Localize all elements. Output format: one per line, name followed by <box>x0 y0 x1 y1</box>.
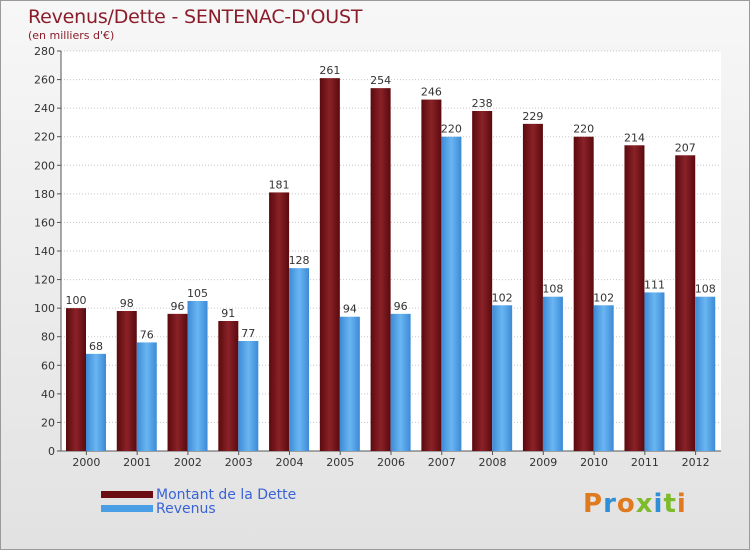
x-tick-label: 2012 <box>682 456 710 469</box>
data-label-debt: 220 <box>573 123 594 136</box>
x-tick-label: 2009 <box>529 456 557 469</box>
bar-revenue <box>441 136 462 451</box>
logo-letter: i <box>653 489 664 519</box>
y-tick-label: 260 <box>34 74 55 87</box>
bar-revenue <box>492 305 513 451</box>
y-tick-label: 60 <box>41 359 55 372</box>
bar-revenue <box>238 341 259 451</box>
x-tick-label: 2008 <box>479 456 507 469</box>
bar-debt <box>116 311 137 451</box>
bar-revenue <box>187 301 208 451</box>
bar-revenue <box>695 296 716 451</box>
bar-debt <box>472 111 493 451</box>
data-label-revenue: 105 <box>187 287 208 300</box>
data-label-revenue: 108 <box>542 283 563 296</box>
bar-debt <box>624 145 645 452</box>
data-label-revenue: 94 <box>343 303 357 316</box>
data-label-revenue: 108 <box>695 283 716 296</box>
data-label-revenue: 96 <box>394 300 408 313</box>
bar-revenue <box>644 292 665 451</box>
legend-label-debt: Montant de la Dette <box>156 487 297 503</box>
data-label-debt: 98 <box>120 297 134 310</box>
data-label-revenue: 76 <box>140 328 154 341</box>
x-tick-label: 2006 <box>377 456 405 469</box>
data-label-revenue: 128 <box>289 254 310 267</box>
bar-debt <box>370 88 391 452</box>
bar-revenue <box>86 353 106 451</box>
logo-letter: x <box>635 489 654 519</box>
y-tick-label: 180 <box>34 188 55 201</box>
bar-debt <box>522 123 543 451</box>
bar-revenue <box>542 296 563 451</box>
y-tick-label: 0 <box>48 445 55 458</box>
bar-debt <box>66 308 86 451</box>
legend-swatch-debt <box>101 491 153 498</box>
data-label-debt: 246 <box>421 86 442 99</box>
data-label-debt: 96 <box>171 300 185 313</box>
bar-debt <box>269 192 290 451</box>
bar-revenue <box>339 316 360 451</box>
chart-title: Revenus/Dette - SENTENAC-D'OUST <box>28 6 363 28</box>
y-tick-label: 280 <box>34 45 55 58</box>
x-tick-label: 2001 <box>123 456 151 469</box>
data-label-debt: 229 <box>522 110 543 123</box>
bar-debt <box>675 155 696 452</box>
bar-debt <box>319 78 340 452</box>
logo-letter: o <box>616 489 636 519</box>
x-tick-label: 2011 <box>631 456 659 469</box>
y-tick-label: 80 <box>41 331 55 344</box>
data-label-debt: 91 <box>221 307 235 320</box>
y-tick-label: 240 <box>34 102 55 115</box>
data-label-revenue: 102 <box>492 291 513 304</box>
logo-letter: t <box>663 489 677 519</box>
bar-debt <box>167 313 188 451</box>
x-tick-label: 2003 <box>225 456 253 469</box>
y-tick-label: 200 <box>34 159 55 172</box>
data-label-debt: 261 <box>319 64 340 77</box>
bar-revenue <box>136 342 157 451</box>
chart-subtitle: (en milliers d'€) <box>28 29 115 42</box>
y-tick-label: 100 <box>34 302 55 315</box>
y-tick-label: 40 <box>41 388 55 401</box>
y-tick-label: 140 <box>34 245 55 258</box>
proxiti-logo: Proxiti <box>583 489 687 519</box>
x-tick-label: 2004 <box>275 456 303 469</box>
bar-debt <box>218 321 239 451</box>
y-tick-label: 220 <box>34 131 55 144</box>
data-label-debt: 100 <box>66 294 87 307</box>
bar-revenue <box>390 313 411 451</box>
data-label-revenue: 111 <box>644 278 665 291</box>
x-tick-label: 2000 <box>72 456 100 469</box>
legend-swatch-revenue <box>101 505 153 512</box>
data-label-debt: 207 <box>675 141 696 154</box>
bar-revenue <box>593 305 614 451</box>
logo-letter: i <box>676 489 687 519</box>
x-tick-label: 2010 <box>580 456 608 469</box>
logo-letter: r <box>603 489 617 519</box>
data-label-revenue: 68 <box>89 340 103 353</box>
data-label-debt: 238 <box>472 97 493 110</box>
data-label-revenue: 77 <box>241 327 255 340</box>
x-tick-label: 2005 <box>326 456 354 469</box>
data-label-debt: 254 <box>370 74 391 87</box>
data-label-revenue: 102 <box>593 291 614 304</box>
bar-debt <box>421 99 442 452</box>
data-label-debt: 181 <box>269 178 290 191</box>
legend-label-revenue: Revenus <box>156 501 216 517</box>
bar-revenue <box>289 268 310 451</box>
y-tick-label: 20 <box>41 416 55 429</box>
x-tick-label: 2007 <box>428 456 456 469</box>
y-tick-label: 120 <box>34 274 55 287</box>
data-label-debt: 214 <box>624 131 645 144</box>
data-label-revenue: 220 <box>441 123 462 136</box>
bar-debt <box>573 136 594 451</box>
x-tick-label: 2002 <box>174 456 202 469</box>
y-tick-label: 160 <box>34 216 55 229</box>
logo-letter: P <box>583 489 604 519</box>
